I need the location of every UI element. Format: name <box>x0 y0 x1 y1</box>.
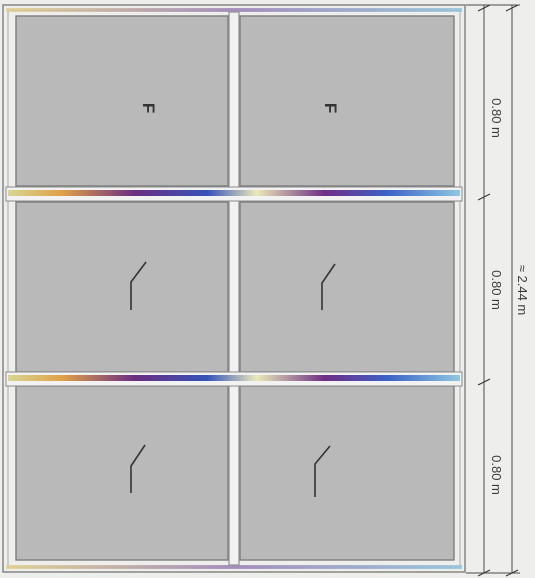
central-mullion <box>228 11 240 566</box>
dimension-ticks <box>477 4 519 577</box>
panel-top-left-label: F <box>139 103 158 113</box>
panel-top-left <box>16 16 228 186</box>
top-frame-edge <box>6 8 462 12</box>
hinge-sash-icon <box>314 445 331 497</box>
bottom-frame-edge <box>6 565 462 569</box>
panel-top-right <box>240 16 454 186</box>
panel-bottom-left <box>16 386 228 560</box>
panel-top-right-label: F <box>321 103 340 113</box>
panel-middle-right <box>240 202 454 372</box>
hinge-sash-icon <box>130 261 147 310</box>
transom-lower-band <box>8 375 460 381</box>
window-outer-frame <box>2 4 466 573</box>
transom-upper-band <box>8 190 460 196</box>
panel-middle-left <box>16 202 228 372</box>
hinge-sash-icon <box>321 263 336 310</box>
dimension-total: ≈ 2.44 m <box>515 265 530 316</box>
hinge-sash-icon <box>130 444 146 493</box>
dimension-row-bottom: 0.80 m <box>489 455 504 495</box>
dimension-row-top: 0.80 m <box>489 98 504 138</box>
dimension-row-middle: 0.80 m <box>489 270 504 310</box>
panel-bottom-right <box>240 386 454 560</box>
